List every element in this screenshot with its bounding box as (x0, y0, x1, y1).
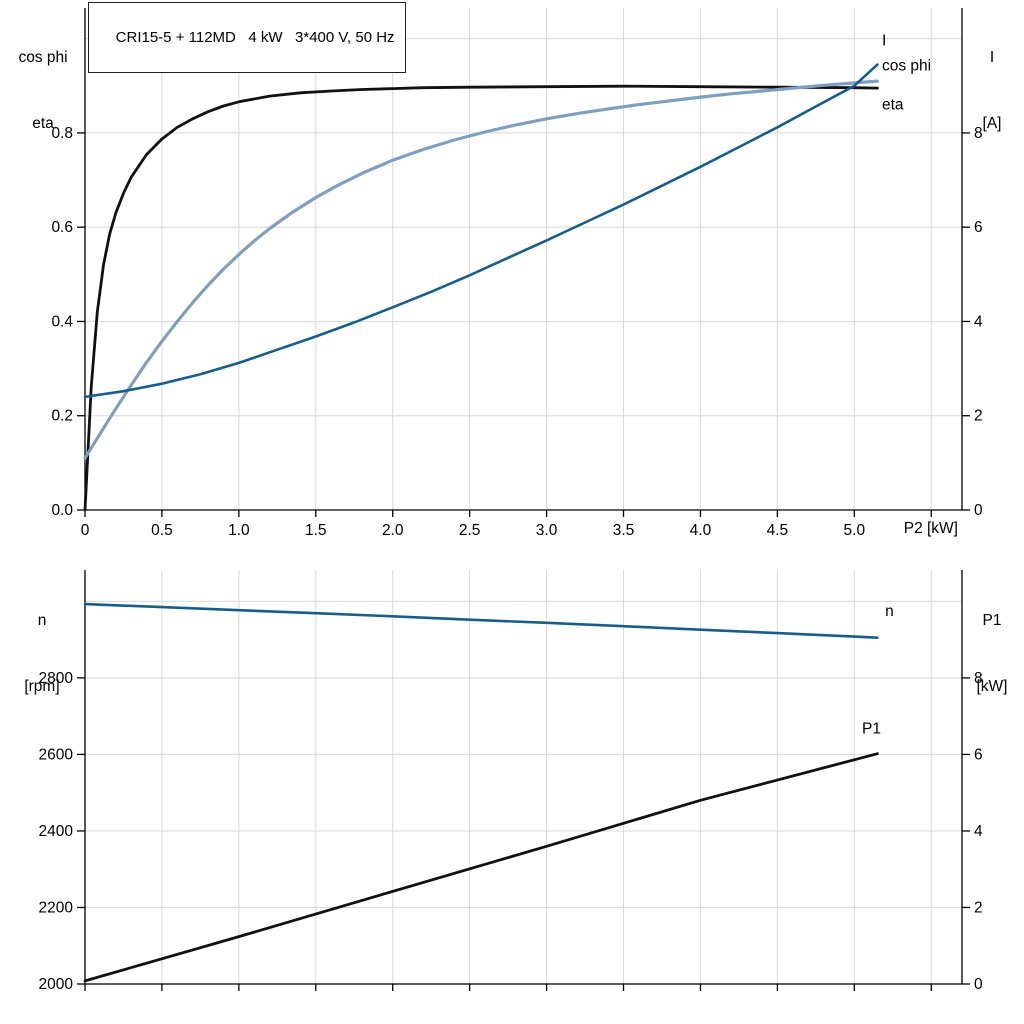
left-axis-title-bottom-chart: n [rpm] (2, 566, 82, 742)
chart-title-box: CRI15-5 + 112MD 4 kW 3*400 V, 50 Hz (88, 2, 406, 73)
curve-label-i-current: I (882, 33, 886, 50)
right-tick-label: 4 (974, 823, 983, 840)
x-tick-label: 2.0 (382, 522, 404, 539)
curve-label-cos-phi: cos phi (882, 58, 931, 75)
right-tick-label: 4 (974, 313, 983, 330)
x-tick-label: 3.0 (536, 522, 558, 539)
left-tick-label: 2600 (39, 746, 74, 763)
left-tick-label: 2000 (39, 976, 74, 993)
axis-label-ampere-unit: [A] (982, 115, 1002, 132)
curve-n-speed (83, 602, 879, 640)
axis-label-eta: eta (32, 115, 54, 132)
right-tick-label: 6 (974, 746, 983, 763)
left-tick-label: 0.4 (51, 313, 73, 330)
left-tick-label: 2800 (39, 670, 74, 687)
curve-p1-power (83, 752, 879, 983)
x-tick-label: 5.0 (844, 522, 866, 539)
left-tick-label: 2400 (39, 823, 74, 840)
curve-label-p1-power: P1 (862, 720, 881, 737)
right-tick-label: 0 (974, 502, 983, 519)
curve-eta (83, 84, 879, 512)
axis-label-cos-phi: cos phi (18, 49, 68, 66)
right-tick-label: 8 (974, 125, 983, 142)
right-tick-label: 2 (974, 899, 983, 916)
left-axis-title-top-chart: cos phi eta (6, 3, 80, 179)
left-tick-label: 0.6 (51, 219, 73, 236)
left-tick-label: 0.2 (51, 408, 73, 425)
axis-label-rpm-unit: [rpm] (24, 678, 60, 695)
x-tick-label: 1.0 (228, 522, 250, 539)
right-tick-label: 0 (974, 976, 983, 993)
x-tick-label: 4.5 (767, 522, 789, 539)
left-tick-label: 0.8 (51, 125, 73, 142)
curve-label-n-speed: n (885, 603, 894, 620)
x-tick-label: 3.5 (613, 522, 635, 539)
axis-label-p1: P1 (982, 612, 1002, 629)
x-tick-label: 0 (81, 522, 90, 539)
x-tick-label: 2.5 (459, 522, 481, 539)
left-tick-label: 2200 (39, 899, 74, 916)
right-tick-label: 8 (974, 670, 983, 687)
left-tick-label: 0.0 (51, 502, 73, 519)
curve-cos-phi (83, 79, 880, 460)
x-tick-label: 0.5 (151, 522, 173, 539)
right-axis-title-top-chart: I [A] (964, 3, 1020, 179)
x-axis-title: P2 [kW] (903, 520, 958, 537)
axis-label-kw-unit: [kW] (976, 678, 1008, 695)
axis-label-current: I (989, 49, 995, 66)
right-axis-title-bottom-chart: P1 [kW] (962, 566, 1022, 742)
axis-label-speed: n (37, 612, 47, 629)
chart-title: CRI15-5 + 112MD 4 kW 3*400 V, 50 Hz (115, 29, 395, 46)
x-tick-label: 1.5 (305, 522, 327, 539)
right-tick-label: 6 (974, 219, 983, 236)
x-tick-label: 4.0 (690, 522, 712, 539)
curve-i-current (83, 63, 879, 399)
curve-label-eta: eta (882, 96, 904, 113)
right-tick-label: 2 (974, 408, 983, 425)
